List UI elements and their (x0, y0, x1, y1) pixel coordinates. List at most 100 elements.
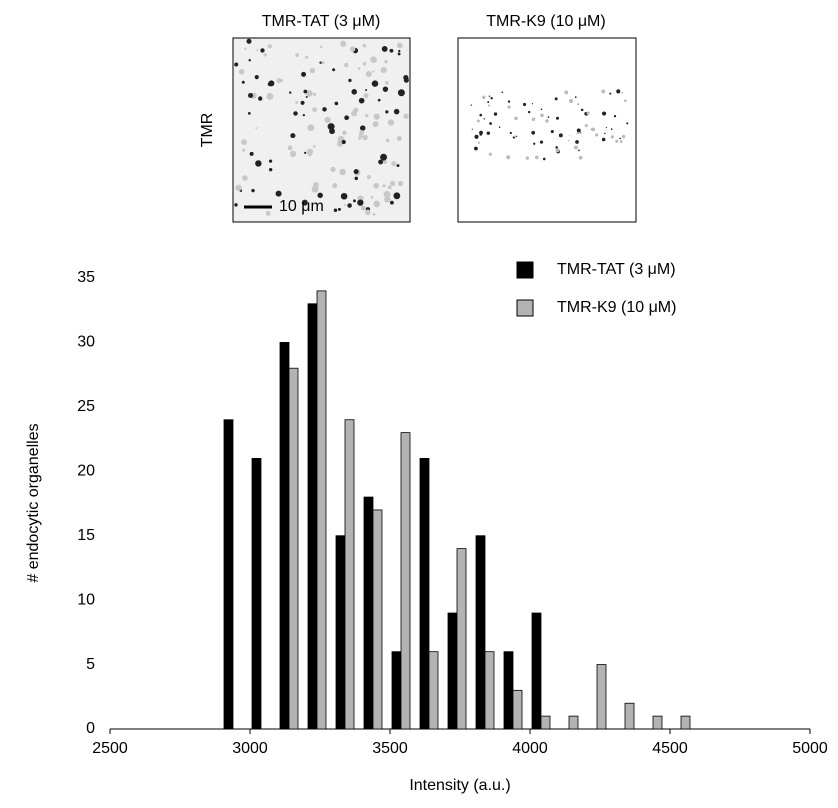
speck (300, 100, 305, 105)
speck (349, 46, 356, 52)
speck (397, 42, 403, 49)
speck (387, 119, 395, 126)
bar (596, 664, 607, 730)
speck (476, 119, 480, 123)
speck (525, 156, 530, 160)
speck (321, 61, 325, 65)
speck (483, 118, 485, 120)
speck (372, 70, 375, 73)
bar (540, 715, 551, 730)
speck (569, 98, 574, 103)
speck (531, 117, 536, 122)
speck (312, 145, 316, 148)
speck (353, 107, 359, 113)
speck (531, 103, 534, 105)
x-tick-label: 4000 (512, 740, 548, 757)
speck (255, 127, 258, 130)
speck (344, 115, 349, 121)
speck (312, 107, 317, 113)
speck (534, 155, 539, 160)
speck (576, 131, 580, 135)
speck (319, 45, 323, 49)
speck (341, 139, 346, 145)
speck (623, 99, 627, 103)
speck (487, 104, 491, 107)
speck (389, 48, 394, 53)
speck (397, 89, 405, 97)
panel-title: TMR-TAT (3 μM) (262, 13, 381, 30)
speck (540, 113, 544, 118)
speck (319, 61, 322, 64)
scale-bar-label: 10 μm (279, 198, 324, 215)
speck (304, 151, 307, 154)
speck (337, 141, 343, 147)
speck (486, 131, 491, 135)
bar (363, 496, 374, 730)
speck (351, 89, 357, 95)
y-tick-label: 15 (77, 527, 95, 544)
bar (288, 367, 299, 730)
legend-label: TMR-K9 (10 μM) (557, 299, 676, 316)
speck (234, 203, 238, 207)
speck (397, 180, 404, 187)
speck (403, 113, 409, 119)
speck (276, 78, 282, 84)
bar (624, 702, 635, 730)
speck (591, 127, 596, 132)
speck (542, 157, 546, 161)
speck (235, 184, 242, 192)
speck (507, 105, 511, 109)
x-tick-label: 4500 (652, 740, 688, 757)
speck (615, 139, 619, 143)
speck (339, 168, 346, 176)
speck (364, 209, 371, 216)
speck (289, 150, 297, 158)
speck (574, 96, 577, 99)
speck (357, 199, 364, 206)
y-tick-label: 30 (77, 334, 95, 351)
micrograph-texture (234, 38, 629, 216)
speck (377, 98, 381, 102)
speck (396, 164, 400, 168)
speck (555, 146, 558, 149)
speck (359, 130, 365, 136)
speck (267, 81, 272, 87)
speck (385, 138, 390, 143)
speck (616, 89, 621, 94)
speck (474, 146, 478, 151)
micrograph (232, 37, 411, 223)
speck (365, 114, 369, 118)
speck (302, 113, 306, 117)
speck (580, 108, 584, 112)
speck (578, 155, 583, 160)
speck (506, 155, 511, 160)
bar (251, 457, 262, 730)
speck (307, 124, 315, 132)
speck (246, 38, 252, 44)
speck (301, 199, 308, 206)
bar (335, 535, 346, 730)
speck (343, 204, 346, 207)
speck (337, 207, 341, 211)
speck (393, 108, 400, 115)
speck (305, 95, 308, 98)
speck (247, 112, 251, 115)
speck (305, 55, 309, 59)
speck (398, 49, 401, 53)
y-tick-label: 10 (77, 591, 95, 608)
speck (305, 90, 313, 97)
row-label: TMR (199, 113, 216, 148)
speck (251, 188, 255, 193)
x-tick-label: 3000 (232, 740, 268, 757)
speck (568, 139, 570, 142)
speck (373, 113, 380, 120)
speck (312, 92, 317, 96)
speck (290, 133, 296, 139)
panel-title: TMR-K9 (10 μM) (486, 13, 605, 30)
speck (332, 68, 336, 72)
speck (477, 141, 481, 144)
speck (610, 135, 615, 139)
speck (488, 152, 492, 156)
speck (344, 62, 349, 68)
